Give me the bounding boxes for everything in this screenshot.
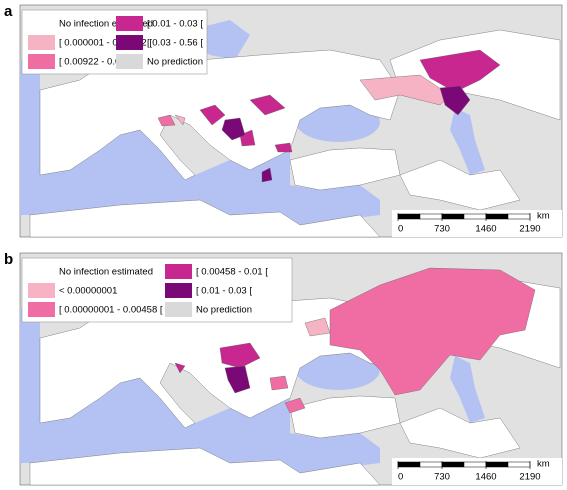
legend-swatch bbox=[116, 35, 143, 50]
legend-label: No prediction bbox=[196, 305, 252, 316]
legend-swatch bbox=[165, 283, 192, 298]
legend-swatch bbox=[28, 283, 55, 298]
legend-label: No prediction bbox=[147, 57, 203, 68]
risk-region bbox=[249, 94, 286, 116]
risk-region bbox=[219, 342, 261, 369]
risk-region bbox=[284, 397, 306, 414]
legend-label: [ 0.00000001 - 0.00458 [ bbox=[59, 305, 163, 316]
risk-region bbox=[157, 114, 176, 127]
risk-region bbox=[199, 104, 226, 126]
scale-bar-label: 0 bbox=[398, 224, 403, 235]
panel-label: a bbox=[4, 3, 13, 20]
scale-bar-segment bbox=[507, 461, 531, 468]
scale-bar-segment bbox=[463, 213, 487, 220]
sea bbox=[20, 60, 380, 225]
legend-swatch bbox=[28, 302, 55, 317]
black-sea bbox=[296, 350, 380, 390]
legend-swatch bbox=[116, 16, 143, 31]
scale-bar-unit: km bbox=[537, 211, 550, 222]
sea bbox=[20, 308, 380, 473]
legend-box bbox=[21, 257, 293, 323]
scale-bar-segment bbox=[463, 461, 487, 468]
scale-bar-segment bbox=[419, 213, 443, 220]
risk-region bbox=[359, 74, 451, 106]
legend-label: [ 0.00922 - 0.01 [ bbox=[59, 57, 131, 68]
risk-region bbox=[221, 117, 246, 141]
scale-bar-unit: km bbox=[537, 459, 550, 470]
sea bbox=[450, 108, 485, 175]
legend-swatch bbox=[165, 264, 192, 279]
scale-bar-segment bbox=[441, 213, 465, 220]
scale-bar-segment bbox=[397, 213, 421, 220]
scale-bar-segment bbox=[485, 461, 509, 468]
legend-swatch bbox=[28, 16, 55, 31]
legend-label: [ 0.01 - 0.03 [ bbox=[196, 286, 252, 297]
scale-bar-segment bbox=[441, 461, 465, 468]
map-panel: b No infection estimated < 0.00000001 [ 0.0… bbox=[4, 251, 563, 486]
sea bbox=[450, 356, 485, 423]
legend-label: [ 0.03 - 0.56 [ bbox=[147, 38, 203, 49]
legend-label: [ 0.000001 - 0.00922 [ bbox=[59, 38, 152, 49]
map-panel: a No infection estimated [ 0.000001 - 0.00… bbox=[4, 3, 563, 238]
legend-label: [ 0.00458 - 0.01 [ bbox=[196, 267, 268, 278]
legend-label: No infection estimated bbox=[59, 267, 153, 278]
scale-bar-segment bbox=[507, 213, 531, 220]
risk-region bbox=[304, 317, 331, 337]
scale-bar-label: 1460 bbox=[475, 224, 496, 235]
panel-label: b bbox=[4, 251, 13, 268]
scale-bar-label: 2190 bbox=[519, 224, 540, 235]
country-region bbox=[29, 199, 381, 238]
risk-region bbox=[439, 85, 471, 116]
scale-bar-segment bbox=[485, 213, 509, 220]
legend-swatch bbox=[28, 264, 55, 279]
country-region bbox=[399, 159, 521, 211]
legend-swatch bbox=[116, 54, 143, 69]
risk-region bbox=[174, 114, 186, 126]
scale-bar-label: 730 bbox=[434, 472, 450, 483]
scale-bar-label: 1460 bbox=[475, 472, 496, 483]
legend-label: No infection estimated bbox=[59, 19, 153, 30]
scale-bar-segment bbox=[419, 461, 443, 468]
legend-swatch bbox=[28, 35, 55, 50]
scale-bar-label: 2190 bbox=[519, 472, 540, 483]
legend-label: < 0.00000001 bbox=[59, 286, 117, 297]
country-region bbox=[399, 407, 521, 459]
scale-bar-label: 730 bbox=[434, 224, 450, 235]
risk-region bbox=[224, 365, 251, 394]
risk-region bbox=[261, 167, 273, 183]
black-sea bbox=[296, 102, 380, 142]
risk-region bbox=[269, 375, 289, 391]
risk-region bbox=[174, 362, 186, 374]
legend-label: [ 0.01 - 0.03 [ bbox=[147, 19, 203, 30]
legend-swatch bbox=[165, 302, 192, 317]
scale-bar-segment bbox=[397, 461, 421, 468]
legend-swatch bbox=[28, 54, 55, 69]
country-region bbox=[29, 447, 381, 486]
risk-region bbox=[419, 49, 501, 93]
scale-bar-label: 0 bbox=[398, 472, 403, 483]
risk-region bbox=[274, 142, 293, 153]
risk-region bbox=[329, 267, 536, 396]
